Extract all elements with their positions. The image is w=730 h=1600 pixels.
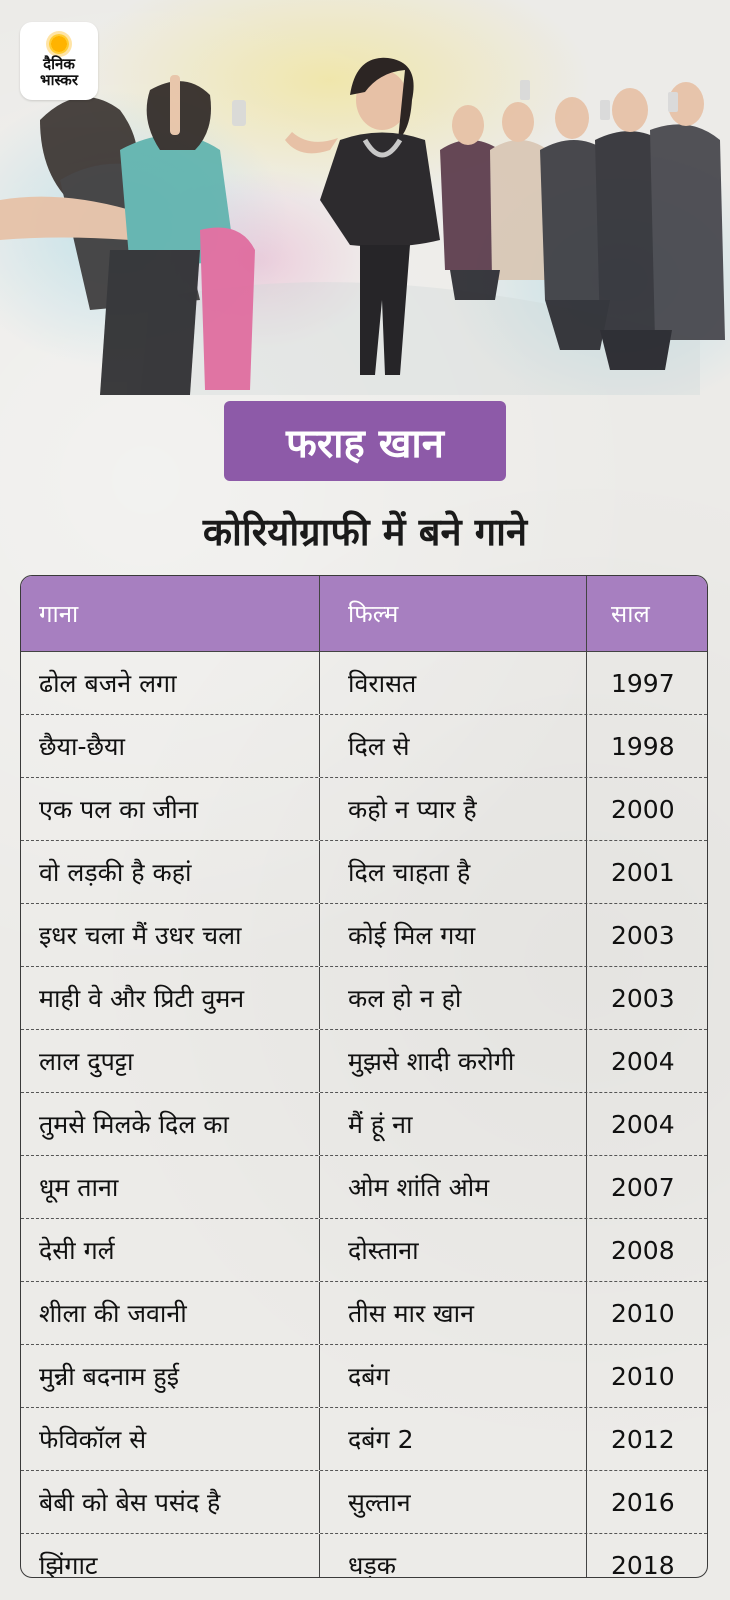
table-row: इधर चला मैं उधर चला कोई मिल गया 2003 bbox=[21, 904, 707, 967]
song-cell: एक पल का जीना bbox=[21, 778, 320, 840]
song-cell: छैया-छैया bbox=[21, 715, 320, 777]
song-cell: तुमसे मिलके दिल का bbox=[21, 1093, 320, 1155]
table-row: मुन्नी बदनाम हुई दबंग 2010 bbox=[21, 1345, 707, 1408]
film-cell: मैं हूं ना bbox=[320, 1093, 587, 1155]
page-title: फराह खान bbox=[285, 420, 444, 467]
film-cell: मुझसे शादी करोगी bbox=[320, 1030, 587, 1092]
year-cell: 2000 bbox=[611, 794, 675, 824]
table-body: ढोल बजने लगा विरासत 1997 छैया-छैया दिल से 199… bbox=[21, 652, 707, 1578]
table-row: तुमसे मिलके दिल का मैं हूं ना 2004 bbox=[21, 1093, 707, 1156]
film-cell: कहो न प्यार है bbox=[320, 778, 587, 840]
song-cell: मुन्नी बदनाम हुई bbox=[21, 1345, 320, 1407]
table-row: देसी गर्ल दोस्ताना 2008 bbox=[21, 1219, 707, 1282]
year-cell: 1998 bbox=[611, 731, 675, 761]
film-cell: कल हो न हो bbox=[320, 967, 587, 1029]
year-cell: 2004 bbox=[611, 1109, 675, 1139]
film-cell: ओम शांति ओम bbox=[320, 1156, 587, 1218]
film-cell: दिल चाहता है bbox=[320, 841, 587, 903]
song-cell: शीला की जवानी bbox=[21, 1282, 320, 1344]
brand-logo: दैनिक भास्कर bbox=[20, 22, 98, 100]
year-cell: 2016 bbox=[611, 1487, 675, 1517]
year-cell: 2003 bbox=[611, 983, 675, 1013]
year-cell: 2008 bbox=[611, 1235, 675, 1265]
song-cell: फेविकॉल से bbox=[21, 1408, 320, 1470]
film-cell: विरासत bbox=[320, 652, 587, 714]
year-cell: 2003 bbox=[611, 920, 675, 950]
song-cell: झिंगाट bbox=[21, 1534, 320, 1577]
table-row: बेबी को बेस पसंद है सुल्तान 2016 bbox=[21, 1471, 707, 1534]
film-cell: दिल से bbox=[320, 715, 587, 777]
film-cell: दबंग bbox=[320, 1345, 587, 1407]
table-header: गाना फिल्म साल bbox=[21, 576, 707, 652]
song-cell: लाल दुपट्टा bbox=[21, 1030, 320, 1092]
song-cell: ढोल बजने लगा bbox=[21, 652, 320, 714]
song-cell: बेबी को बेस पसंद है bbox=[21, 1471, 320, 1533]
title-badge: फराह खान bbox=[224, 401, 506, 481]
film-cell: तीस मार खान bbox=[320, 1282, 587, 1344]
song-cell: वो लड़की है कहां bbox=[21, 841, 320, 903]
song-cell: इधर चला मैं उधर चला bbox=[21, 904, 320, 966]
film-cell: कोई मिल गया bbox=[320, 904, 587, 966]
film-cell: सुल्तान bbox=[320, 1471, 587, 1533]
year-cell: 1997 bbox=[611, 668, 675, 698]
sun-icon bbox=[49, 33, 69, 54]
songs-table: गाना फिल्म साल ढोल बजने लगा विरासत 1997 छैय… bbox=[20, 575, 708, 1578]
table-row: फेविकॉल से दबंग 2 2012 bbox=[21, 1408, 707, 1471]
table-row: एक पल का जीना कहो न प्यार है 2000 bbox=[21, 778, 707, 841]
year-cell: 2010 bbox=[611, 1361, 675, 1391]
header-song: गाना bbox=[21, 576, 320, 651]
song-cell: धूम ताना bbox=[21, 1156, 320, 1218]
brand-line-1: दैनिक bbox=[43, 54, 75, 73]
hero-illustration bbox=[0, 0, 730, 395]
year-cell: 2004 bbox=[611, 1046, 675, 1076]
table-row: शीला की जवानी तीस मार खान 2010 bbox=[21, 1282, 707, 1345]
table-row: वो लड़की है कहां दिल चाहता है 2001 bbox=[21, 841, 707, 904]
song-cell: देसी गर्ल bbox=[21, 1219, 320, 1281]
film-cell: धड़क bbox=[320, 1534, 587, 1577]
film-cell: दबंग 2 bbox=[320, 1408, 587, 1470]
film-cell: दोस्ताना bbox=[320, 1219, 587, 1281]
song-cell: माही वे और प्रिटी वुमन bbox=[21, 967, 320, 1029]
brand-line-2: भास्कर bbox=[40, 70, 78, 89]
year-cell: 2010 bbox=[611, 1298, 675, 1328]
table-row: माही वे और प्रिटी वुमन कल हो न हो 2003 bbox=[21, 967, 707, 1030]
page-subtitle: कोरियोग्राफी में बने गाने bbox=[202, 510, 528, 554]
header-film: फिल्म bbox=[320, 576, 587, 651]
year-cell: 2007 bbox=[611, 1172, 675, 1202]
year-cell: 2001 bbox=[611, 857, 675, 887]
table-row: ढोल बजने लगा विरासत 1997 bbox=[21, 652, 707, 715]
year-cell: 2012 bbox=[611, 1424, 675, 1454]
year-cell: 2018 bbox=[611, 1550, 675, 1578]
header-year: साल bbox=[611, 600, 650, 628]
table-row: छैया-छैया दिल से 1998 bbox=[21, 715, 707, 778]
table-row: झिंगाट धड़क 2018 bbox=[21, 1534, 707, 1578]
table-row: धूम ताना ओम शांति ओम 2007 bbox=[21, 1156, 707, 1219]
table-row: लाल दुपट्टा मुझसे शादी करोगी 2004 bbox=[21, 1030, 707, 1093]
